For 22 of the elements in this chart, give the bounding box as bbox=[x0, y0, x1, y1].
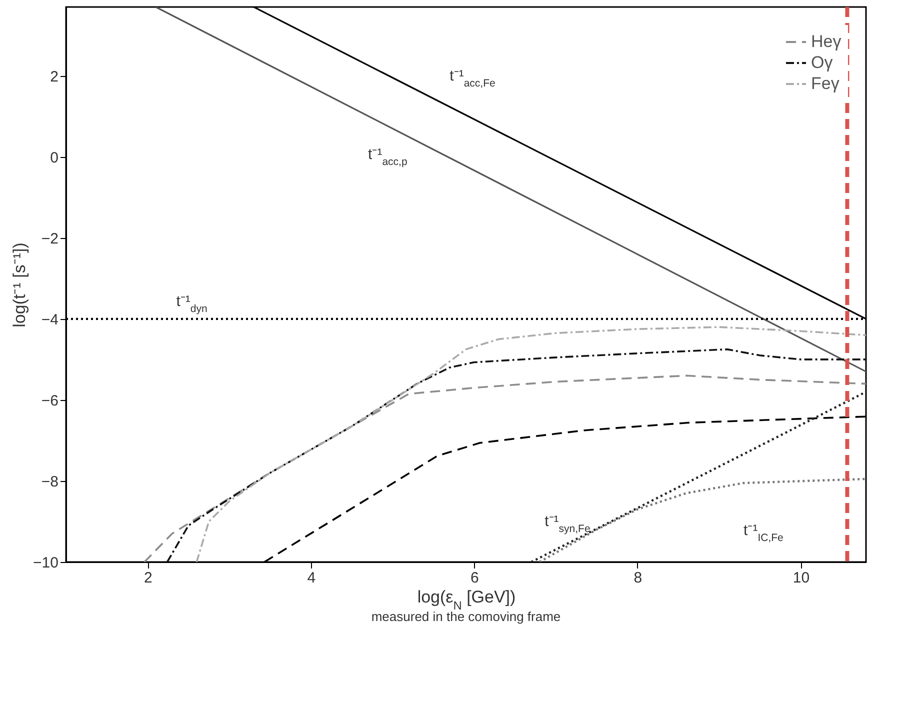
annotation: t⁻¹$_{acc,Fe}$ bbox=[450, 68, 496, 90]
annotation: t⁻¹$_{syn,Fe}$ bbox=[544, 512, 590, 535]
line-series bbox=[538, 478, 866, 562]
annotation: t⁻¹$_{dyn}$ bbox=[176, 292, 208, 315]
legend-label: Heγ bbox=[811, 32, 842, 51]
legend-label: Feγ bbox=[811, 74, 840, 93]
y-tick-label: −10 bbox=[33, 554, 58, 572]
y-tick-label: −2 bbox=[41, 230, 58, 248]
x-tick-label: 10 bbox=[792, 570, 810, 586]
y-tick-label: 0 bbox=[50, 149, 58, 166]
y-axis-title: log(t⁻¹ [s⁻¹]) bbox=[10, 242, 30, 328]
y-tick-label: −8 bbox=[41, 473, 58, 490]
y-tick-label: −4 bbox=[41, 311, 58, 328]
x-tick-label: 8 bbox=[634, 570, 642, 586]
annotation: t⁻¹$_{IC,Fe}$ bbox=[744, 522, 784, 544]
x-tick-label: 2 bbox=[144, 570, 152, 586]
y-tick-label: 2 bbox=[50, 68, 58, 86]
y-tick-label: −6 bbox=[41, 392, 58, 410]
legend-label: Oγ bbox=[811, 53, 834, 72]
x-tick-label: 4 bbox=[307, 570, 316, 586]
x-tick-label: 6 bbox=[470, 570, 479, 586]
annotation: t⁻¹$_{acc,p}$ bbox=[368, 146, 408, 168]
